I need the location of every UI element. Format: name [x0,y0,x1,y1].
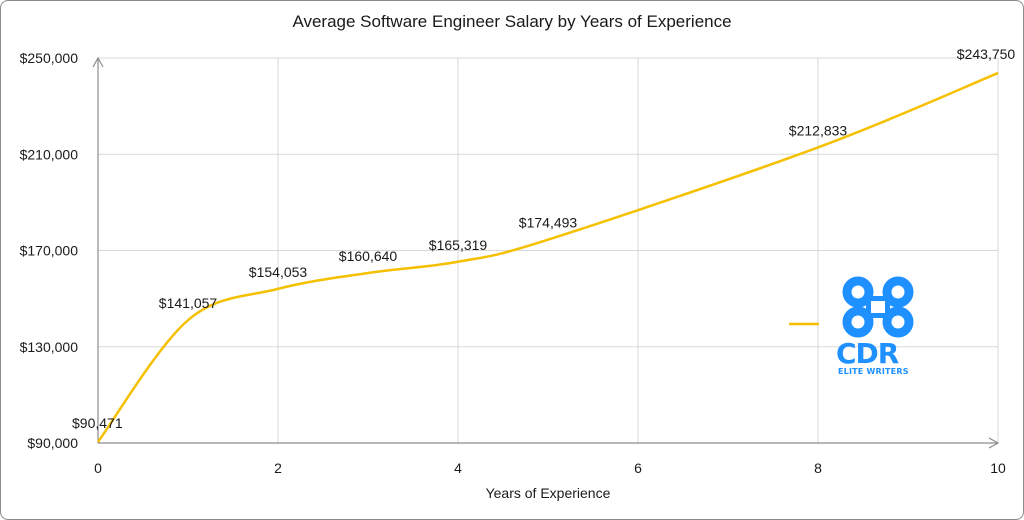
data-label: $90,471 [72,415,123,431]
x-tick-label: 10 [990,460,1006,476]
data-label: $154,053 [249,264,308,280]
y-tick-labels: $90,000 $130,000 $170,000 $210,000 $250,000 [20,50,79,451]
x-tick-labels: 0 2 4 6 8 10 [94,460,1006,476]
data-label: $141,057 [159,295,218,311]
y-axis-arrow [92,56,104,68]
x-tick-label: 4 [454,460,462,476]
logo-subtext: ELITE WRITERS [838,367,909,376]
data-label: $174,493 [519,215,578,231]
axes [92,56,1000,449]
brand-logo: CDR ELITE WRITERS [836,276,926,376]
x-tick-label: 8 [814,460,822,476]
y-tick-label: $170,000 [20,243,79,259]
logo-wordmark: CDR [836,337,899,370]
x-tick-label: 0 [94,460,102,476]
data-label: $212,833 [789,122,848,138]
chart-title: Average Software Engineer Salary by Year… [292,12,732,31]
y-tick-label: $130,000 [20,339,79,355]
x-axis-title: Years of Experience [486,485,611,501]
data-labels: $90,471 $141,057 $154,053 $160,640 $165,319 $… [72,46,1015,431]
series-line [96,71,999,443]
data-label: $165,319 [429,237,488,253]
x-tick-label: 2 [274,460,282,476]
y-tick-label: $90,000 [27,435,78,451]
data-label: $243,750 [957,46,1016,62]
x-tick-label: 6 [634,460,642,476]
salary-line [96,71,999,443]
x-axis-arrow [988,437,1000,449]
y-tick-label: $210,000 [20,146,79,162]
grid-lines [98,57,999,443]
data-label: $160,640 [339,248,398,264]
clover-logo-icon [842,276,914,338]
y-tick-label: $250,000 [20,50,79,66]
